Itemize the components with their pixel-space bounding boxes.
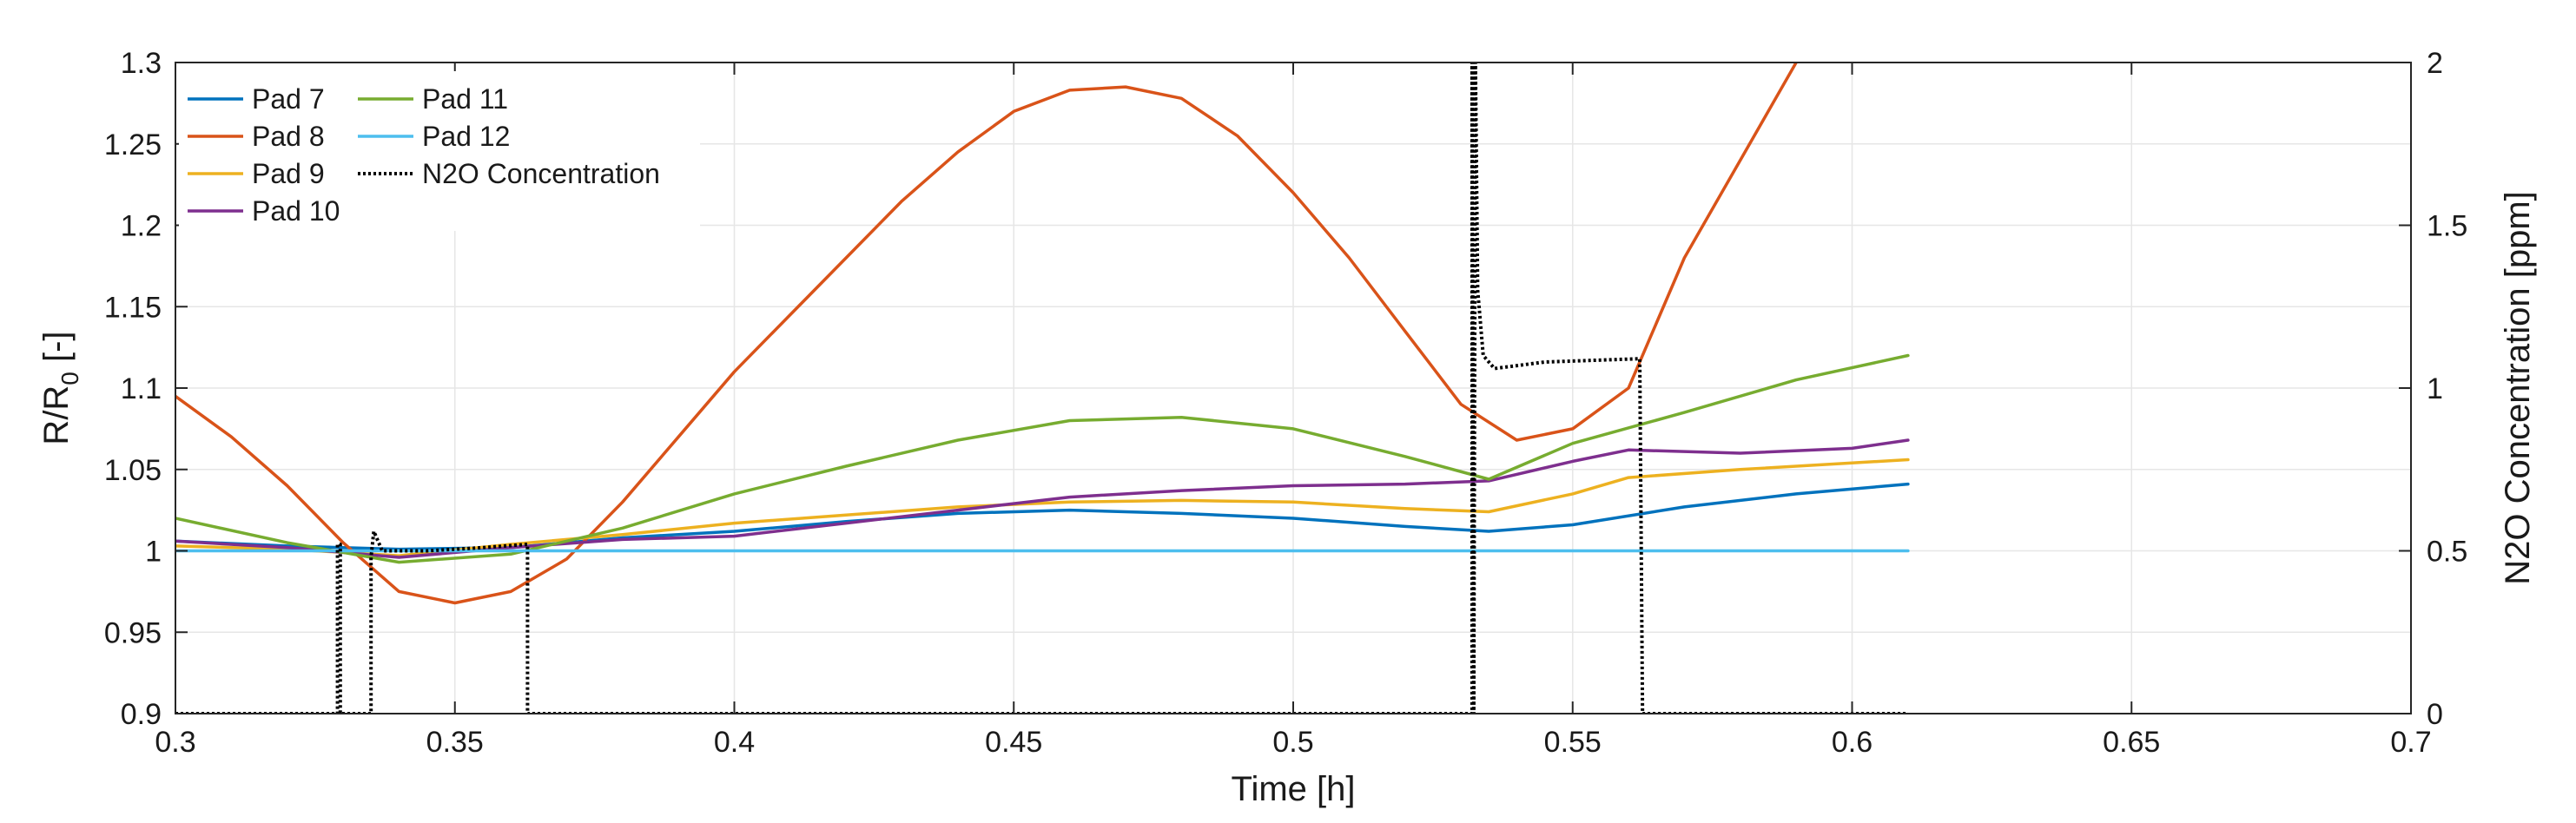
y-tick-label-left: 0.9: [121, 698, 162, 731]
y-tick-label-left: 1.05: [104, 454, 162, 487]
axis-ticks: 0.3 0.35 0.4 0.45 0.5 0.55 0.6 0.65 0.7 0.9 0.95 1 1…: [104, 47, 2467, 759]
series-line-pad-8: [175, 63, 1798, 605]
y-tick-label-left: 1.25: [104, 128, 162, 161]
y-axis-left-label-main: R/R: [37, 385, 76, 445]
legend-label: Pad 11: [422, 83, 508, 115]
legend-label: Pad 7: [252, 83, 325, 115]
x-tick-label: 0.4: [714, 726, 755, 759]
series-line-n2o-concentration: [175, 63, 1908, 714]
legend-label: Pad 10: [252, 195, 340, 227]
y-tick-label-right: 1.5: [2427, 210, 2467, 243]
series-line-pad-7: [175, 482, 1910, 551]
y-tick-label-left: 0.95: [104, 616, 162, 649]
legend: Pad 7 Pad 8 Pad 9 Pad 10 Pad 11 Pad 12 N2O Con…: [179, 71, 700, 231]
y-tick-label-left: 1.2: [121, 210, 162, 243]
y-tick-label-right: 2: [2427, 47, 2443, 80]
y-tick-label-left: 1.3: [121, 47, 162, 80]
y-tick-label-right: 0.5: [2427, 536, 2467, 569]
y-tick-label-right: 0: [2427, 698, 2443, 731]
x-tick-label: 0.55: [1544, 726, 1602, 759]
x-tick-label: 0.7: [2390, 726, 2431, 759]
legend-label: N2O Concentration: [422, 158, 660, 189]
series-line-pad-9: [175, 458, 1910, 557]
legend-label: Pad 8: [252, 121, 325, 152]
x-tick-label: 0.5: [1272, 726, 1313, 759]
y-axis-right-label-group: N2O Concentration [ppm]: [2499, 191, 2537, 585]
x-tick-label: 0.3: [155, 726, 195, 759]
y-axis-left-label: R/R0 [-]: [37, 331, 83, 444]
x-axis-label: Time [h]: [1232, 770, 1356, 808]
legend-label: Pad 9: [252, 158, 325, 189]
x-tick-label: 0.6: [1832, 726, 1873, 759]
series-group: [175, 63, 1910, 714]
y-tick-label-left: 1: [145, 536, 162, 569]
x-tick-label: 0.45: [985, 726, 1042, 759]
y-axis-left-label-suffix: [-]: [37, 331, 76, 372]
y-axis-left-label-group: R/R0 [-]: [37, 331, 83, 444]
y-tick-label-left: 1.15: [104, 291, 162, 324]
y-axis-left-label-subscript: 0: [56, 372, 83, 385]
legend-label: Pad 12: [422, 121, 510, 152]
series-line-pad-10: [175, 438, 1910, 559]
y-axis-right-label: N2O Concentration [ppm]: [2499, 191, 2537, 585]
x-tick-label: 0.65: [2103, 726, 2160, 759]
y-tick-label-left: 1.1: [121, 372, 162, 405]
legend-background: [179, 71, 700, 231]
series-line-pad-11: [175, 353, 1910, 564]
y-tick-label-right: 1: [2427, 372, 2443, 405]
x-tick-label: 0.35: [426, 726, 484, 759]
